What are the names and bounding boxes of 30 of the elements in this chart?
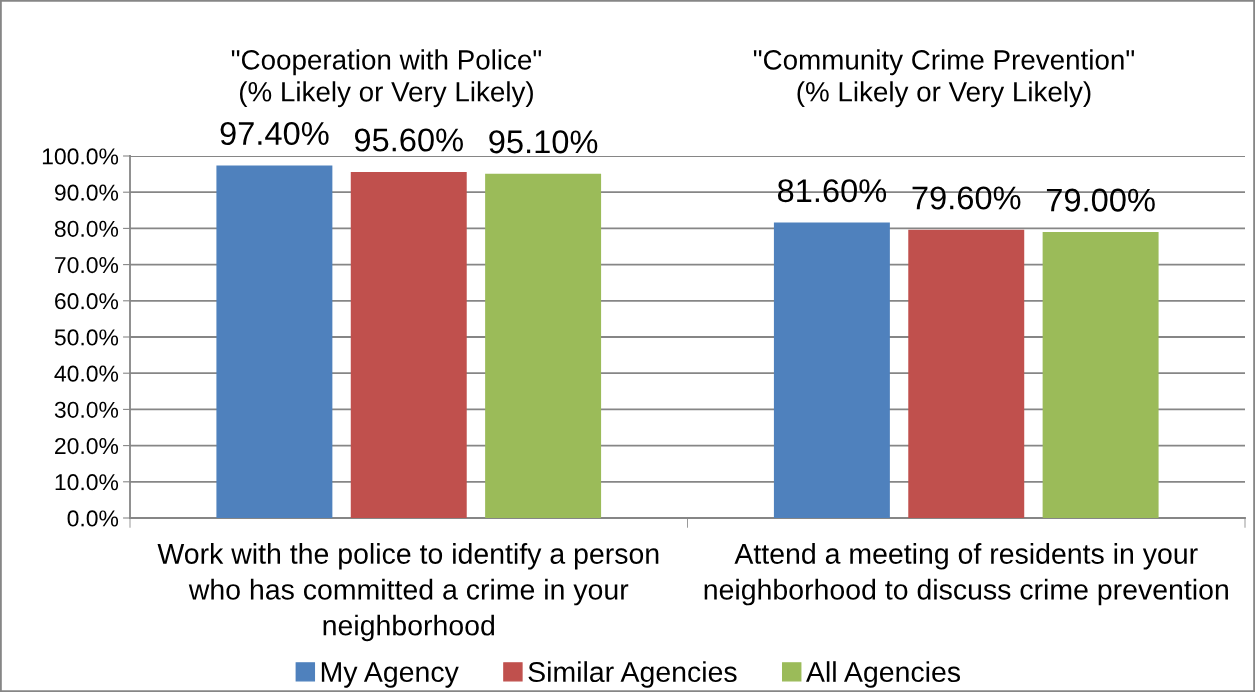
data-label: 95.60%: [354, 128, 463, 152]
y-tick-label: 40.0%: [54, 365, 119, 382]
legend-label: Similar Agencies: [528, 661, 737, 688]
y-tick-label: 0.0%: [67, 510, 119, 527]
data-label: 95.10%: [489, 130, 598, 154]
y-tick-label: 60.0%: [55, 293, 119, 310]
y-tick-label: 100.0%: [42, 148, 119, 165]
bar: [773, 222, 890, 518]
y-tick-label: 50.0%: [54, 329, 119, 346]
data-label: 97.40%: [220, 121, 329, 146]
y-tick-label: 70.0%: [55, 256, 119, 274]
y-tick-label: 90.0%: [54, 184, 119, 201]
legend-label: All Agencies: [806, 661, 961, 688]
x-tick-label: Attend a meeting of residents in your neighborhood to discuss crime prevention: [704, 543, 1228, 606]
y-tick-label: 30.0%: [54, 401, 119, 418]
x-tick-label: Work with the police to identify a person who has committed a crime in your neighborhood: [157, 543, 659, 642]
data-label: 81.60%: [777, 179, 887, 203]
legend-label: My Agency: [321, 662, 459, 688]
bar: [485, 173, 602, 518]
data-label: 79.60%: [912, 186, 1021, 210]
bar: [908, 229, 1025, 518]
text: "Community Crime Prevention" (% Likely or Very Likely): [753, 49, 1135, 108]
data-label: 79.00%: [1046, 188, 1155, 212]
y-tick-label: 80.0%: [54, 220, 119, 237]
y-tick-label: 20.0%: [55, 437, 119, 455]
bar: [216, 165, 333, 518]
text: "Cooperation with Police" (% Likely or Very Likely): [231, 49, 542, 108]
bar: [1042, 232, 1159, 518]
bar: [350, 171, 467, 518]
y-tick-label: 10.0%: [55, 474, 119, 491]
